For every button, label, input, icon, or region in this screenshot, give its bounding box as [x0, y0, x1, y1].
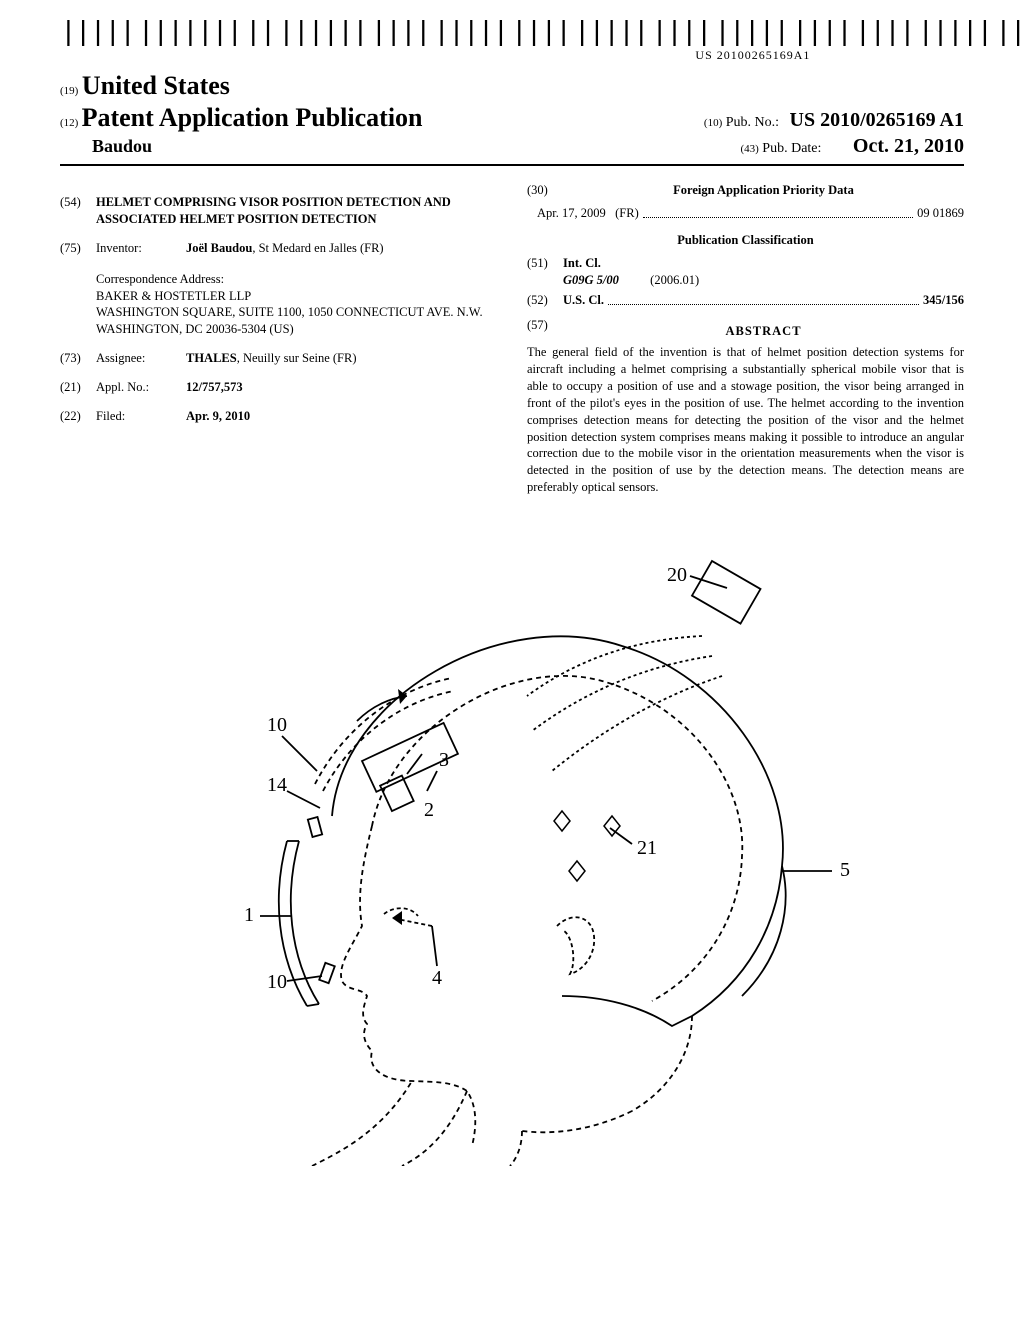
filed-label: Filed: — [96, 408, 186, 425]
inventor-name: Joël Baudou — [186, 241, 252, 255]
code-57: (57) — [527, 317, 563, 340]
patent-figure: 20 10 14 1 10 3 2 4 21 5 — [60, 526, 964, 1170]
code-52: (52) — [527, 292, 563, 309]
fig-label-10b: 10 — [267, 971, 287, 993]
code-21: (21) — [60, 379, 96, 396]
code-22: (22) — [60, 408, 96, 425]
abstract-header: ABSTRACT — [563, 323, 964, 340]
pub-no: US 2010/0265169 A1 — [790, 109, 964, 131]
country: United States — [82, 71, 230, 100]
foreign-app-number: 09 01869 — [917, 205, 964, 222]
assignee-name: THALES — [186, 351, 237, 365]
code-30: (30) — [527, 182, 563, 199]
inventor-label: Inventor: — [96, 240, 186, 257]
foreign-date: Apr. 17, 2009 — [537, 205, 606, 222]
fig-label-21: 21 — [637, 837, 657, 859]
correspondence-label: Correspondence Address: — [96, 271, 497, 288]
int-cl-code: G09G 5/00 — [563, 273, 619, 287]
fig-label-3: 3 — [439, 749, 449, 771]
code-75: (75) — [60, 240, 96, 257]
code-19: (19) — [60, 85, 78, 97]
code-54: (54) — [60, 194, 96, 228]
foreign-priority-header: Foreign Application Priority Data — [563, 182, 964, 199]
barcode-region: ||||| ||||||| || |||||| |||| ||||| |||| … — [60, 20, 964, 63]
us-cl-label: U.S. Cl. — [563, 292, 604, 309]
fig-label-20: 20 — [667, 564, 687, 586]
assignee-label: Assignee: — [96, 350, 186, 367]
pub-date-label: Pub. Date: — [762, 141, 821, 156]
filed-date: Apr. 9, 2010 — [186, 409, 250, 423]
correspondence-line-2: WASHINGTON SQUARE, SUITE 1100, 1050 CONN… — [96, 304, 497, 321]
foreign-country: (FR) — [615, 205, 639, 222]
assignee-location: , Neuilly sur Seine (FR) — [237, 351, 357, 365]
code-12: (12) — [60, 117, 78, 129]
pub-no-label: Pub. No.: — [726, 115, 779, 130]
inventor-location: , St Medard en Jalles (FR) — [252, 241, 383, 255]
correspondence-line-1: BAKER & HOSTETLER LLP — [96, 288, 497, 305]
code-43: (43) — [740, 143, 758, 155]
int-cl-date: (2006.01) — [650, 273, 699, 287]
code-51: (51) — [527, 255, 563, 289]
right-column: (30) Foreign Application Priority Data A… — [527, 182, 964, 496]
barcode-number: US 20100265169A1 — [60, 48, 1024, 63]
pub-classification-header: Publication Classification — [527, 232, 964, 249]
invention-title: HELMET COMPRISING VISOR POSITION DETECTI… — [96, 194, 497, 228]
barcode-bars: ||||| ||||||| || |||||| |||| ||||| |||| … — [60, 20, 1024, 48]
appl-no: 12/757,573 — [186, 380, 243, 394]
left-column: (54) HELMET COMPRISING VISOR POSITION DE… — [60, 182, 497, 496]
pub-date: Oct. 21, 2010 — [853, 135, 964, 157]
fig-label-4: 4 — [432, 967, 442, 989]
abstract-text: The general field of the invention is th… — [527, 344, 964, 496]
fig-label-1: 1 — [244, 904, 254, 926]
publication-type: Patent Application Publication — [82, 103, 423, 132]
code-10: (10) — [704, 117, 722, 129]
int-cl-label: Int. Cl. — [563, 256, 601, 270]
correspondence-line-3: WASHINGTON, DC 20036-5304 (US) — [96, 321, 497, 338]
fig-label-14: 14 — [267, 774, 287, 796]
appl-no-label: Appl. No.: — [96, 379, 186, 396]
author-name: Baudou — [60, 136, 152, 157]
us-cl-code: 345/156 — [923, 292, 964, 309]
fig-label-10a: 10 — [267, 714, 287, 736]
fig-label-5: 5 — [840, 859, 850, 881]
code-73: (73) — [60, 350, 96, 367]
fig-label-2: 2 — [424, 799, 434, 821]
